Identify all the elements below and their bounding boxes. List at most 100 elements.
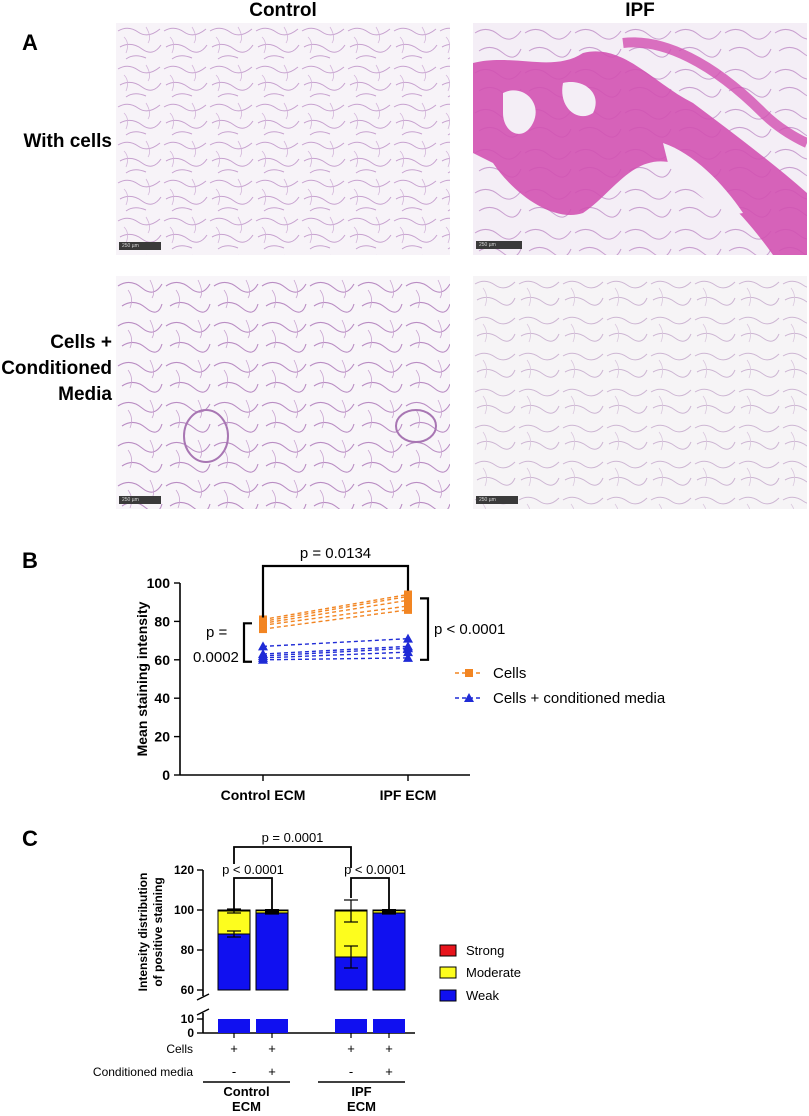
legend-label: Cells bbox=[493, 665, 526, 682]
legend-swatch bbox=[439, 989, 457, 1002]
column-title-ipf: IPF bbox=[625, 0, 655, 21]
bar-weak bbox=[255, 912, 289, 991]
data-point bbox=[403, 652, 413, 662]
legend-swatch bbox=[439, 944, 457, 957]
y-tick-label: 10 bbox=[181, 1012, 195, 1026]
scale-bar: 250 µm bbox=[119, 242, 161, 250]
bracket-top bbox=[233, 846, 352, 868]
p-value-top: p = 0.0134 bbox=[300, 545, 371, 562]
row-label-cells-conditioned-media: Cells + Conditioned Media bbox=[0, 330, 112, 408]
paired-line bbox=[262, 609, 409, 630]
bar-weak bbox=[372, 912, 406, 991]
legend-marker bbox=[465, 669, 473, 677]
data-point bbox=[403, 641, 413, 651]
y-tick-label: 100 bbox=[147, 575, 171, 591]
legend-swatch bbox=[439, 966, 457, 979]
p-value-left-line1: p = bbox=[206, 624, 228, 641]
media-sign: + bbox=[268, 1064, 276, 1079]
legend-label: Strong bbox=[466, 943, 504, 958]
y-tick-label: 0 bbox=[162, 767, 170, 783]
y-tick-label: 60 bbox=[154, 652, 170, 668]
cells-row-label: Cells bbox=[166, 1042, 193, 1056]
media-sign: - bbox=[349, 1064, 353, 1079]
paired-line bbox=[262, 657, 409, 661]
panel-c-chart: C 010 60 80 100 120 Intensity distribution of p… bbox=[22, 826, 521, 1114]
group-label-line2: ECM bbox=[347, 1099, 376, 1114]
micrograph-ipf-with-cells: 250 µm bbox=[473, 23, 807, 255]
y-axis-label-line2: of positive staining bbox=[151, 877, 165, 986]
p-value-left: p < 0.0001 bbox=[222, 862, 284, 877]
axis-break-mark bbox=[196, 993, 210, 1001]
bar-weak-lower bbox=[335, 1019, 367, 1033]
panel-b-letter: B bbox=[22, 548, 38, 573]
data-point bbox=[404, 590, 412, 599]
y-tick-label: 40 bbox=[154, 690, 170, 706]
paired-line bbox=[262, 599, 409, 625]
paired-line bbox=[262, 593, 409, 621]
x-tick-label: Control ECM bbox=[221, 787, 306, 803]
group-label-line1: IPF bbox=[351, 1084, 371, 1099]
cells-sign: + bbox=[268, 1041, 276, 1056]
scale-bar: 250 µm bbox=[476, 241, 522, 249]
cells-sign: + bbox=[385, 1041, 393, 1056]
p-value-right: p < 0.0001 bbox=[434, 621, 505, 638]
y-axis-label: Mean staining intensity bbox=[134, 601, 150, 756]
data-point bbox=[259, 615, 267, 624]
paired-line bbox=[262, 605, 409, 626]
y-tick-label: 20 bbox=[154, 729, 170, 745]
bar-weak-lower bbox=[256, 1019, 288, 1033]
bar-weak-lower bbox=[373, 1019, 405, 1033]
micrograph-control-cells-conditioned-media: 250 µm bbox=[116, 276, 450, 509]
group-label-line1: Control bbox=[223, 1084, 269, 1099]
bar-weak bbox=[217, 933, 251, 991]
micrograph-control-with-cells: 250 µm bbox=[116, 23, 450, 255]
bracket-right bbox=[420, 597, 430, 661]
legend-label: Weak bbox=[466, 988, 499, 1003]
paired-line bbox=[262, 647, 409, 657]
panel-b-chart: B 0 20 40 60 80 100 Control ECM IPF ECM Mean stai… bbox=[22, 545, 666, 803]
bracket-left bbox=[233, 877, 273, 909]
tissue-texture bbox=[116, 276, 450, 509]
y-tick-label: 100 bbox=[174, 903, 194, 917]
media-sign: - bbox=[232, 1064, 236, 1079]
panel-a-letter: A bbox=[22, 30, 38, 55]
legend-label: Moderate bbox=[466, 965, 521, 980]
row-label-line: Conditioned bbox=[1, 358, 112, 379]
y-axis-label-line1: Intensity distribution bbox=[136, 873, 150, 992]
y-tick-label: 60 bbox=[181, 983, 195, 997]
paired-line bbox=[262, 637, 409, 648]
media-row-label: Conditioned media bbox=[93, 1065, 193, 1079]
x-tick-label: IPF ECM bbox=[380, 787, 437, 803]
legend-marker bbox=[464, 693, 474, 702]
media-sign: + bbox=[385, 1064, 393, 1079]
tissue-texture bbox=[473, 23, 807, 255]
micrograph-ipf-cells-conditioned-media: 250 µm bbox=[473, 276, 807, 509]
paired-line bbox=[262, 651, 409, 659]
group-label-line2: ECM bbox=[232, 1099, 261, 1114]
p-value-top: p = 0.0001 bbox=[262, 830, 324, 845]
data-point bbox=[258, 641, 268, 651]
paired-line bbox=[262, 645, 409, 655]
bracket-top bbox=[261, 564, 410, 618]
y-tick-label: 120 bbox=[174, 863, 194, 877]
tissue-texture bbox=[473, 276, 807, 509]
row-label-line: With cells bbox=[23, 131, 112, 152]
legend-label: Cells + conditioned media bbox=[493, 690, 666, 707]
panel-c-letter: C bbox=[22, 826, 38, 851]
cells-sign: + bbox=[347, 1041, 355, 1056]
data-point bbox=[258, 649, 268, 659]
p-value-right: p < 0.0001 bbox=[344, 862, 406, 877]
bar-weak-lower bbox=[218, 1019, 250, 1033]
paired-line bbox=[262, 595, 409, 623]
scale-bar: 250 µm bbox=[119, 496, 161, 504]
bracket-right bbox=[350, 877, 390, 909]
cells-sign: + bbox=[230, 1041, 238, 1056]
bracket-left bbox=[242, 622, 252, 663]
column-title-control: Control bbox=[249, 0, 317, 21]
data-point bbox=[404, 602, 412, 611]
y-tick-label: 80 bbox=[154, 613, 170, 629]
tissue-texture bbox=[116, 23, 450, 255]
y-tick-label: 0 bbox=[187, 1026, 194, 1040]
axis-break-mark bbox=[196, 1008, 210, 1016]
row-label-with-cells: With cells bbox=[0, 129, 112, 155]
